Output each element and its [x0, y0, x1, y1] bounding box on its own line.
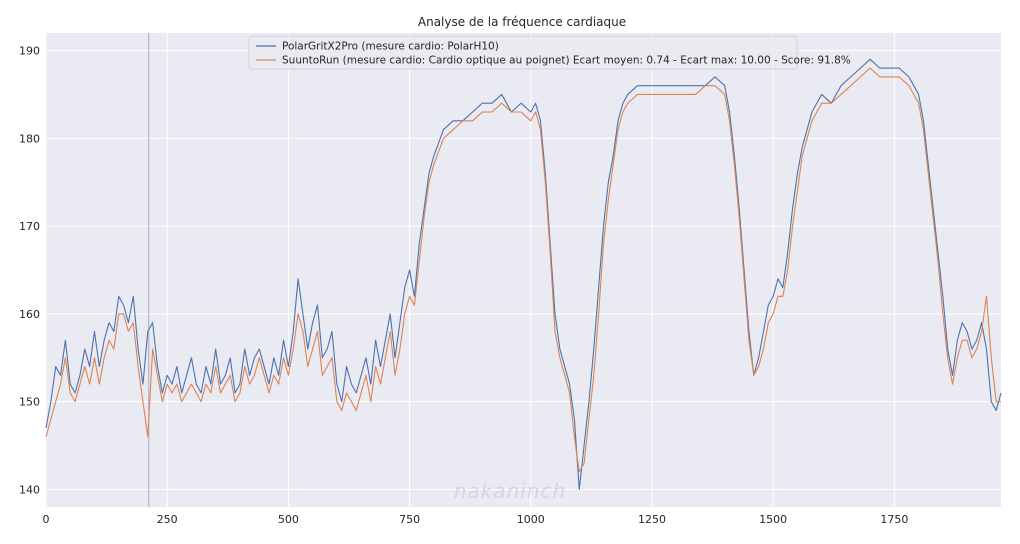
watermark: nakaninch: [454, 479, 566, 503]
x-tick-label: 250: [157, 513, 178, 526]
x-tick-label: 1750: [880, 513, 908, 526]
y-tick-label: 150: [19, 396, 40, 409]
y-tick-label: 160: [19, 308, 40, 321]
y-tick-label: 140: [19, 483, 40, 496]
x-tick-label: 500: [278, 513, 299, 526]
y-tick-label: 180: [19, 132, 40, 145]
x-tick-label: 1500: [759, 513, 787, 526]
x-tick-label: 1250: [638, 513, 666, 526]
axis-labels: 0 250 500 750 1000 1250 1500 1750 140 150 160 170 18…: [19, 45, 908, 526]
x-tick-label: 0: [43, 513, 50, 526]
legend-box: [248, 35, 798, 70]
legend-label-polar: PolarGritX2Pro (mesure cardio: PolarH10): [282, 41, 499, 53]
series-line-0: [45, 58, 1002, 490]
series-line-1: [45, 67, 1001, 473]
series-layer: [45, 58, 1002, 490]
x-tick-label: 750: [399, 513, 420, 526]
y-tick-label: 190: [19, 45, 40, 58]
x-tick-label: 1000: [517, 513, 545, 526]
y-tick-label: 170: [19, 220, 40, 233]
legend: PolarGritX2Pro (mesure cardio: PolarH10)…: [248, 35, 851, 70]
legend-label-suunto: SuuntoRun (mesure cardio: Cardio optique…: [282, 55, 851, 67]
plot-area: [46, 33, 1001, 507]
chart-title: Analyse de la fréquence cardiaque: [418, 15, 626, 29]
